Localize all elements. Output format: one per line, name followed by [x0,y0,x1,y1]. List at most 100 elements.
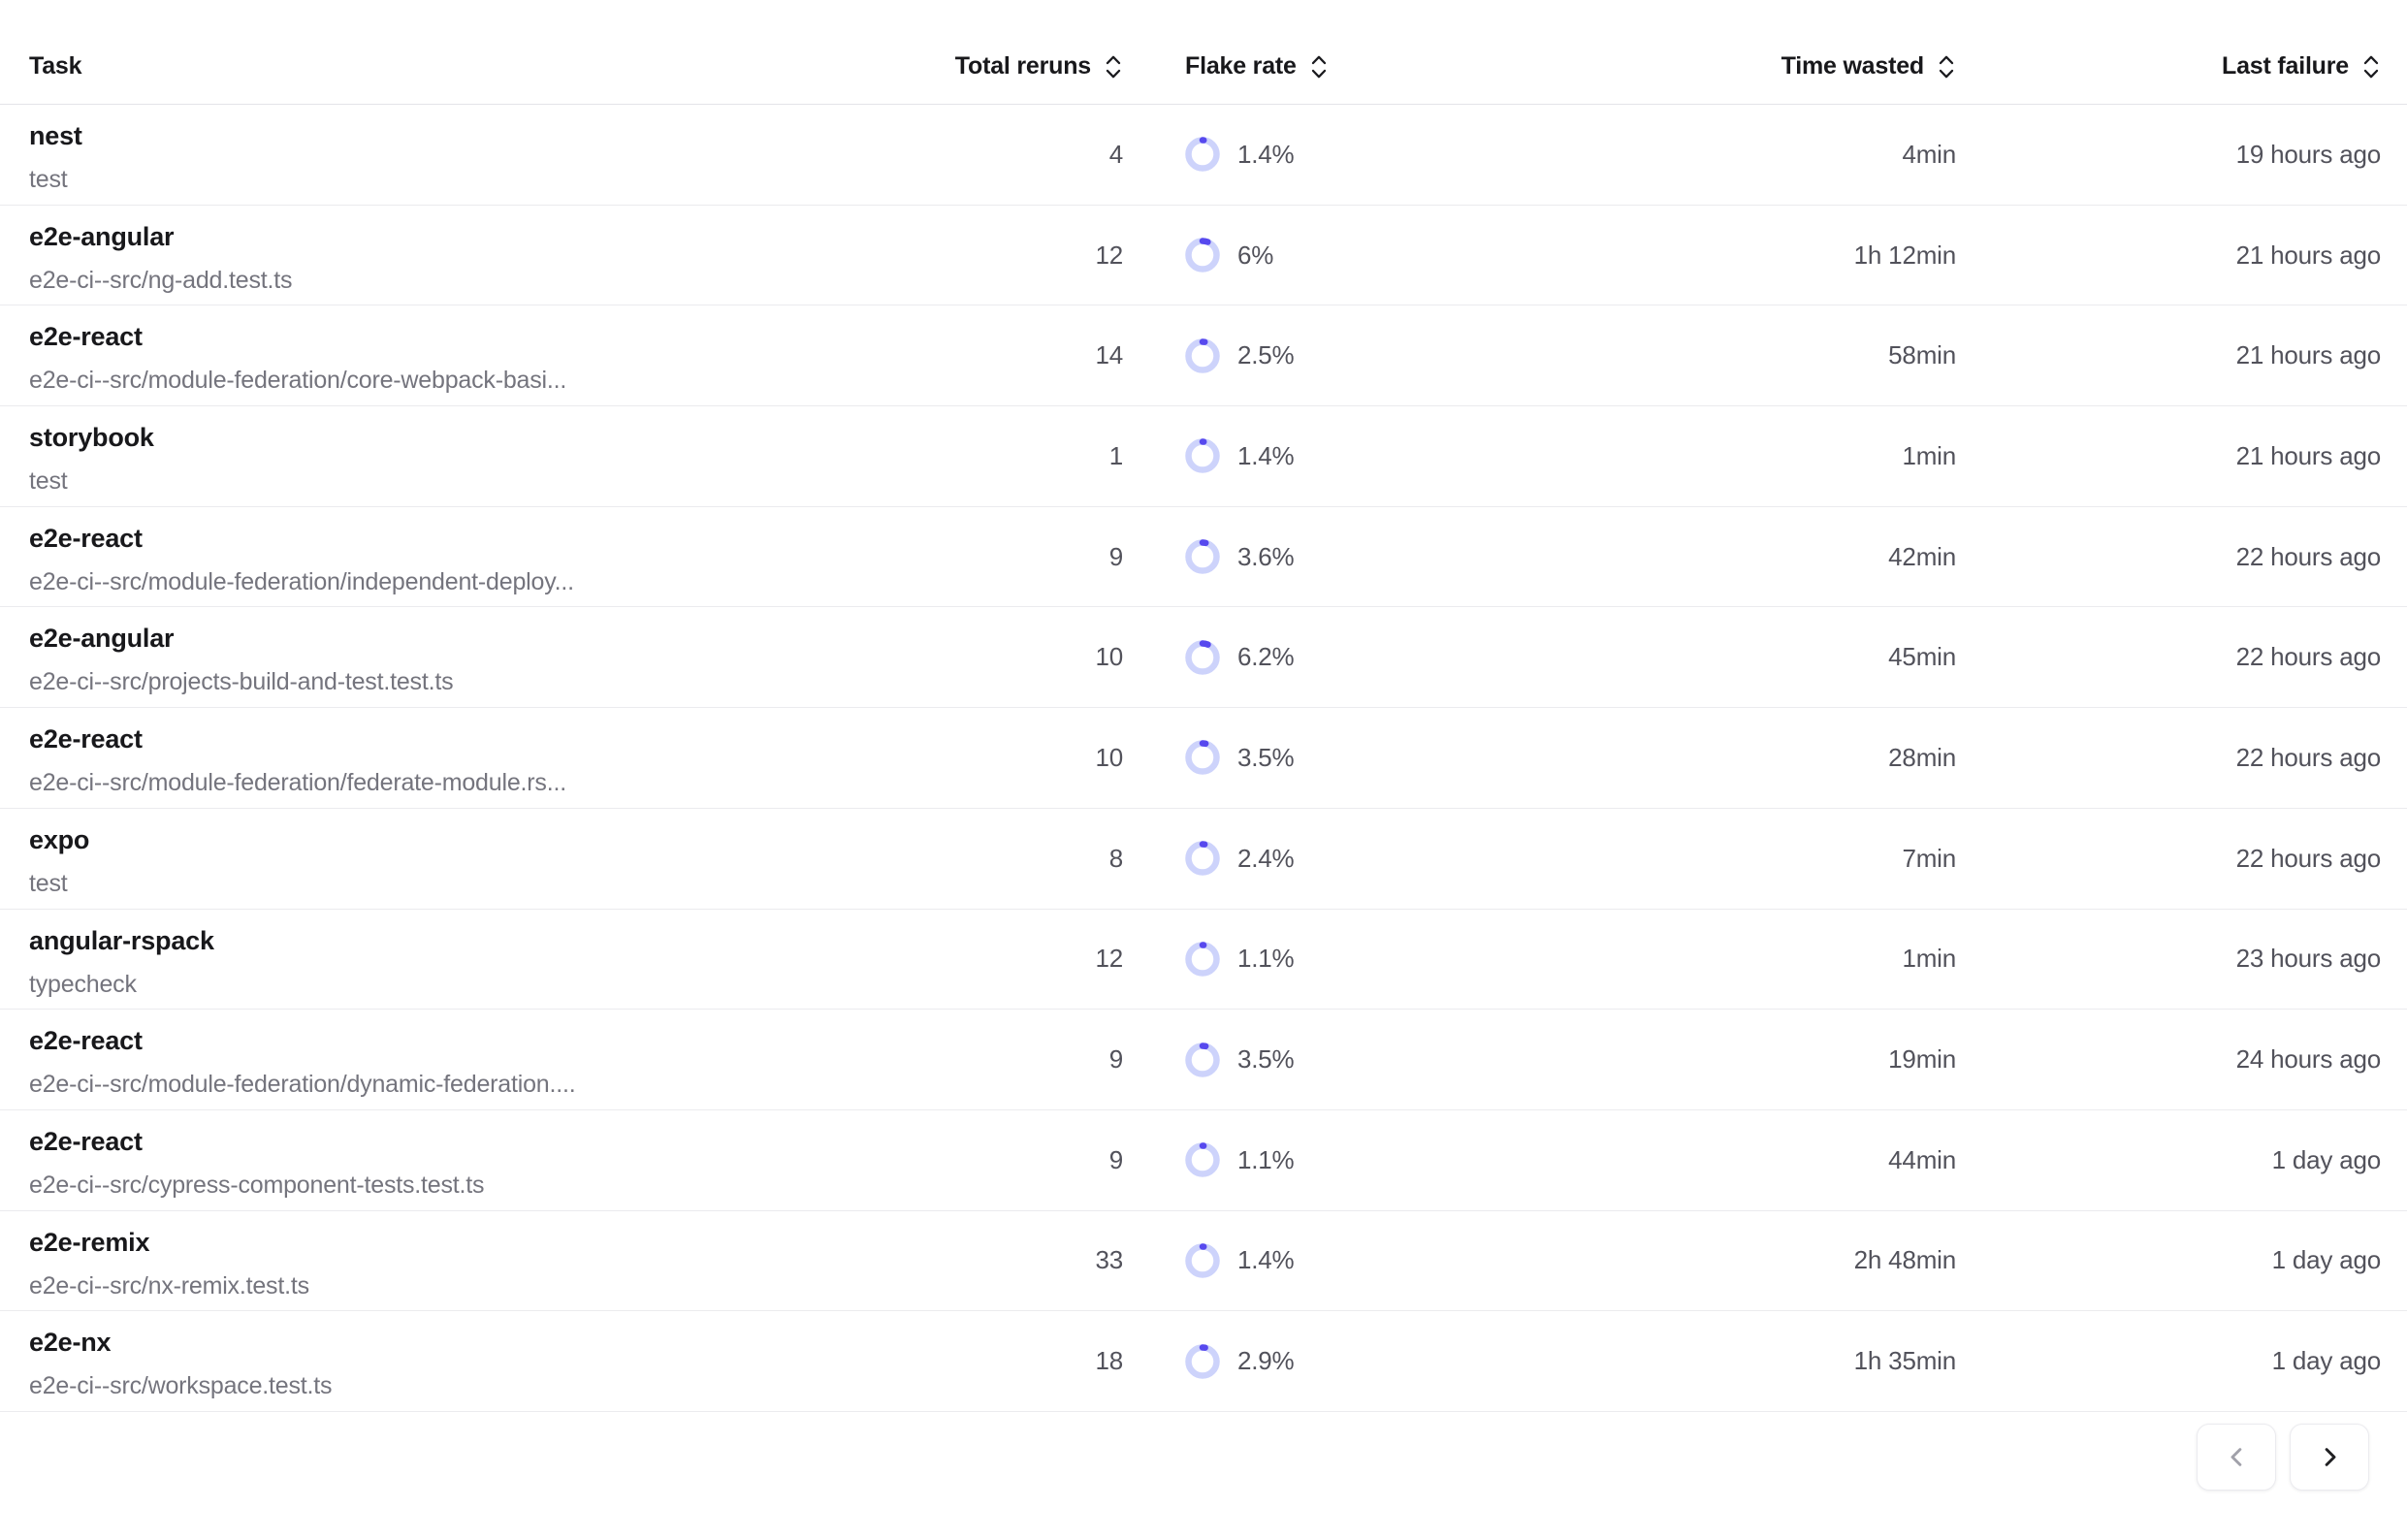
flake-rate-ring-icon [1185,740,1220,776]
total-reruns-cell: 9 [1108,1144,1123,1174]
flake-rate-value: 2.9% [1237,1346,1295,1376]
task-target: e2e-ci--src/module-federation/dynamic-fe… [29,1071,576,1099]
table-row[interactable]: e2e-nx e2e-ci--src/workspace.test.ts 18 … [0,1311,2407,1412]
time-wasted-cell: 19min [1888,1044,1956,1075]
column-header-total-reruns[interactable]: Total reruns [931,52,1123,81]
last-failure-cell: 22 hours ago [2235,541,2381,571]
task-target: e2e-ci--src/workspace.test.ts [29,1372,333,1400]
table-row[interactable]: nest test 4 1.4% 4min 19 hours ago [0,105,2407,206]
last-failure-cell: 21 hours ago [2235,340,2381,370]
task-target: e2e-ci--src/module-federation/independen… [29,567,574,595]
last-failure-cell: 21 hours ago [2235,240,2381,270]
flake-rate-ring-icon [1185,238,1220,273]
column-label-total-reruns: Total reruns [954,52,1091,80]
column-label-flake-rate: Flake rate [1185,52,1297,80]
pagination [0,1412,2407,1491]
flake-rate-ring-icon [1185,841,1220,876]
sort-icon[interactable] [1309,52,1329,81]
time-wasted-cell: 44min [1888,1144,1956,1174]
table-row[interactable]: storybook test 1 1.4% 1min 21 hours ago [0,406,2407,507]
table-row[interactable]: e2e-react e2e-ci--src/module-federation/… [0,1010,2407,1110]
table-row[interactable]: e2e-react e2e-ci--src/module-federation/… [0,305,2407,407]
sort-icon[interactable] [1937,52,1956,81]
last-failure-cell: 1 day ago [2271,1346,2381,1376]
flake-rate-ring-icon [1185,1142,1220,1177]
task-target: test [29,166,68,193]
flake-rate-cell: 1.1% [1123,910,1789,1010]
time-wasted-cell: 1min [1902,440,1956,470]
task-cell: expo test [29,809,931,909]
task-target: e2e-ci--src/cypress-component-tests.test… [29,1171,485,1199]
table-row[interactable]: expo test 8 2.4% 7min 22 hours ago [0,809,2407,910]
task-cell: nest test [29,105,931,205]
flake-rate-cell: 3.5% [1123,708,1789,808]
column-header-last-failure[interactable]: Last failure [1956,52,2381,81]
chevron-right-icon [2325,1448,2335,1466]
flake-rate-ring-icon [1185,1343,1220,1379]
task-name: e2e-angular [29,221,175,251]
flake-rate-value: 1.4% [1237,139,1295,169]
flake-rate-value: 1.4% [1237,1245,1295,1275]
time-wasted-cell: 28min [1888,742,1956,772]
total-reruns-cell: 10 [1095,742,1123,772]
flake-rate-value: 3.6% [1237,541,1295,571]
time-wasted-cell: 7min [1902,843,1956,873]
column-label-task: Task [29,52,82,80]
table-row[interactable]: e2e-angular e2e-ci--src/ng-add.test.ts 1… [0,206,2407,306]
flake-rate-cell: 3.6% [1123,507,1789,607]
table-row[interactable]: e2e-react e2e-ci--src/module-federation/… [0,507,2407,608]
last-failure-cell: 21 hours ago [2235,440,2381,470]
flake-rate-ring-icon [1185,539,1220,574]
task-cell: e2e-react e2e-ci--src/module-federation/… [29,507,931,607]
task-cell: e2e-react e2e-ci--src/module-federation/… [29,1010,931,1109]
task-cell: storybook test [29,406,931,506]
sort-icon[interactable] [2361,52,2381,81]
column-header-flake-rate[interactable]: Flake rate [1123,52,1789,81]
column-header-time-wasted[interactable]: Time wasted [1781,52,1956,81]
flake-rate-value: 3.5% [1237,742,1295,772]
task-target: test [29,869,68,897]
flake-rate-cell: 1.4% [1123,105,1789,205]
table-body: nest test 4 1.4% 4min 19 hours ago e2e-a… [0,105,2407,1412]
time-wasted-cell: 45min [1888,642,1956,672]
task-target: e2e-ci--src/ng-add.test.ts [29,266,293,294]
table-header-row: Task Total reruns Flake rate Time wasted… [0,0,2407,105]
last-failure-cell: 1 day ago [2271,1245,2381,1275]
task-name: e2e-react [29,322,143,352]
flake-rate-cell: 1.4% [1123,1211,1789,1311]
time-wasted-cell: 58min [1888,340,1956,370]
task-cell: e2e-react e2e-ci--src/module-federation/… [29,305,931,405]
total-reruns-cell: 12 [1095,240,1123,270]
table-row[interactable]: e2e-angular e2e-ci--src/projects-build-a… [0,607,2407,709]
task-cell: angular-rspack typecheck [29,910,931,1010]
flake-rate-value: 2.5% [1237,340,1295,370]
time-wasted-cell: 4min [1902,139,1956,169]
table-row[interactable]: e2e-remix e2e-ci--src/nx-remix.test.ts 3… [0,1211,2407,1312]
last-failure-cell: 1 day ago [2271,1144,2381,1174]
total-reruns-cell: 18 [1095,1346,1123,1376]
total-reruns-cell: 1 [1108,440,1123,470]
task-target: e2e-ci--src/module-federation/federate-m… [29,769,566,797]
flake-rate-ring-icon [1185,1243,1220,1278]
table-row[interactable]: e2e-react e2e-ci--src/module-federation/… [0,708,2407,809]
flake-rate-ring-icon [1185,1042,1220,1077]
task-name: e2e-react [29,1126,143,1156]
time-wasted-cell: 1h 35min [1853,1346,1956,1376]
flake-rate-value: 6.2% [1237,642,1295,672]
previous-page-button[interactable] [2197,1423,2276,1491]
task-name: e2e-remix [29,1227,150,1257]
flake-rate-ring-icon [1185,438,1220,474]
table-row[interactable]: angular-rspack typecheck 12 1.1% 1min 23… [0,910,2407,1011]
task-name: angular-rspack [29,925,214,955]
sort-icon[interactable] [1104,52,1123,81]
flake-rate-cell: 6% [1123,206,1789,305]
task-name: e2e-react [29,1026,143,1056]
flake-rate-cell: 6.2% [1123,607,1789,707]
total-reruns-cell: 9 [1108,541,1123,571]
next-page-button[interactable] [2290,1423,2369,1491]
task-cell: e2e-react e2e-ci--src/cypress-component-… [29,1110,931,1210]
table-row[interactable]: e2e-react e2e-ci--src/cypress-component-… [0,1110,2407,1211]
task-name: nest [29,121,82,150]
flaky-tasks-table: Task Total reruns Flake rate Time wasted… [0,0,2407,1412]
task-name: e2e-angular [29,624,175,654]
